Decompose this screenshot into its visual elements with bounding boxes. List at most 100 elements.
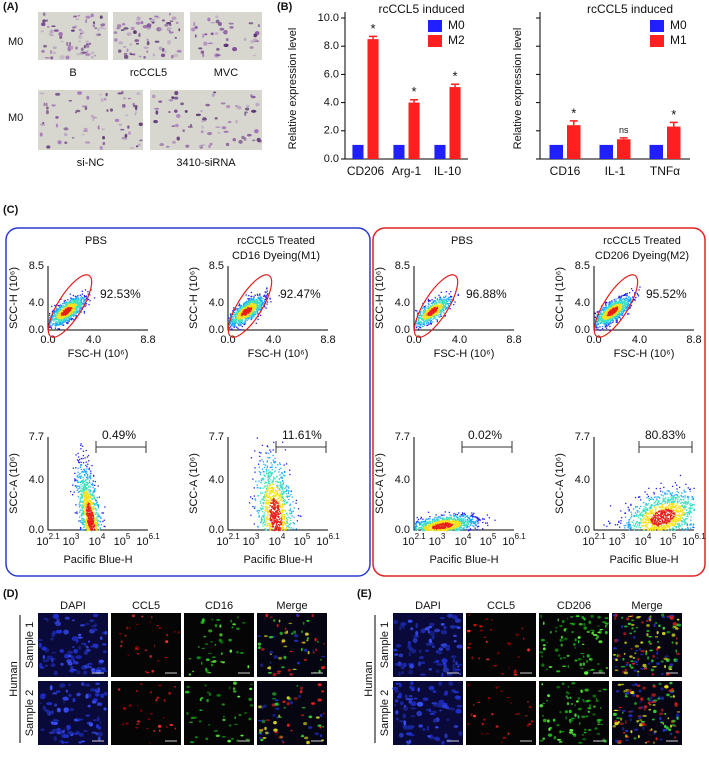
event-dot	[84, 305, 86, 308]
event-dot	[265, 292, 267, 294]
gate	[47, 274, 93, 338]
event-dot	[77, 485, 79, 487]
tick-exp: 2.1	[49, 532, 61, 541]
event-dot	[84, 482, 86, 484]
event-dot	[62, 312, 65, 315]
event-dot	[266, 467, 268, 469]
event-dot	[277, 489, 279, 491]
event-dot	[55, 325, 57, 327]
event-dot	[438, 308, 440, 310]
event-dot	[250, 313, 252, 315]
event-dot	[76, 307, 78, 309]
event-dot	[66, 316, 69, 318]
event-dot	[267, 489, 269, 491]
event-dot	[95, 525, 97, 527]
event-dot	[78, 298, 80, 301]
event-dot	[94, 517, 97, 519]
event-dot	[81, 508, 84, 510]
event-dot	[291, 511, 293, 513]
cell	[121, 90, 124, 95]
y-tick-label: 10.0	[318, 12, 339, 24]
event-dot	[272, 483, 274, 486]
event-dot	[262, 471, 264, 473]
event-dot	[83, 310, 85, 313]
tick-base: 10	[63, 536, 75, 548]
cell	[166, 40, 172, 45]
event-dot	[69, 302, 71, 304]
event-dot	[263, 499, 266, 502]
event-dot	[263, 512, 265, 514]
event-dot	[83, 495, 85, 497]
event-dot	[83, 519, 85, 521]
event-dot	[277, 512, 279, 514]
cell	[128, 131, 132, 135]
y-tick-label: 0.0	[324, 153, 339, 165]
event-dot	[278, 495, 280, 498]
event-dot	[67, 310, 69, 312]
event-dot	[58, 320, 61, 323]
event-dot	[243, 322, 245, 324]
event-dot	[257, 526, 259, 528]
event-dot	[67, 312, 69, 314]
event-dot	[262, 515, 264, 518]
cell	[41, 22, 46, 27]
event-dot	[439, 298, 441, 300]
event-dot	[93, 490, 95, 492]
event-dot	[92, 501, 94, 504]
event-dot	[84, 499, 86, 502]
event-dot	[72, 315, 74, 317]
event-dot	[421, 323, 423, 325]
event-dot	[439, 299, 441, 302]
event-dot	[66, 302, 69, 304]
event-dot	[81, 515, 83, 517]
event-dot	[240, 321, 243, 323]
event-dot	[244, 323, 246, 325]
event-dot	[89, 518, 91, 520]
event-dot	[84, 289, 87, 291]
event-dot	[268, 522, 270, 524]
cell	[199, 110, 203, 113]
event-dot	[55, 311, 57, 313]
event-dot	[80, 514, 82, 516]
event-dot	[51, 324, 53, 327]
event-dot	[250, 299, 252, 302]
legend-label: M2	[448, 33, 465, 47]
event-dot	[69, 293, 71, 295]
event-dot	[63, 314, 65, 317]
event-dot	[430, 308, 432, 310]
event-dot	[244, 301, 247, 304]
event-dot	[80, 521, 82, 523]
event-dot	[90, 501, 92, 504]
event-dot	[271, 480, 273, 482]
event-dot	[100, 523, 103, 526]
cell	[249, 46, 254, 49]
event-dot	[291, 496, 293, 498]
event-dot	[279, 462, 281, 464]
event-dot	[448, 299, 450, 301]
event-dot	[278, 525, 281, 527]
event-dot	[57, 314, 59, 316]
event-dot	[80, 457, 83, 460]
event-dot	[272, 519, 274, 521]
event-dot	[82, 529, 85, 531]
event-dot	[255, 306, 257, 308]
cell	[246, 104, 250, 109]
y-tick-label: 6.0	[324, 68, 339, 80]
cell	[122, 137, 128, 140]
event-dot	[260, 307, 262, 309]
event-dot	[95, 499, 97, 502]
event-dot	[428, 309, 430, 311]
event-dot	[273, 492, 276, 495]
x-tick-label: CD206	[347, 164, 385, 178]
cell	[101, 23, 105, 26]
event-dot	[269, 519, 271, 521]
event-dot	[273, 476, 275, 478]
cell	[174, 91, 179, 96]
event-dot	[70, 307, 73, 309]
event-dot	[59, 304, 61, 306]
cell	[180, 102, 184, 106]
event-dot	[267, 490, 269, 493]
event-dot	[265, 470, 268, 473]
event-dot	[264, 529, 266, 532]
event-dot	[75, 300, 78, 302]
